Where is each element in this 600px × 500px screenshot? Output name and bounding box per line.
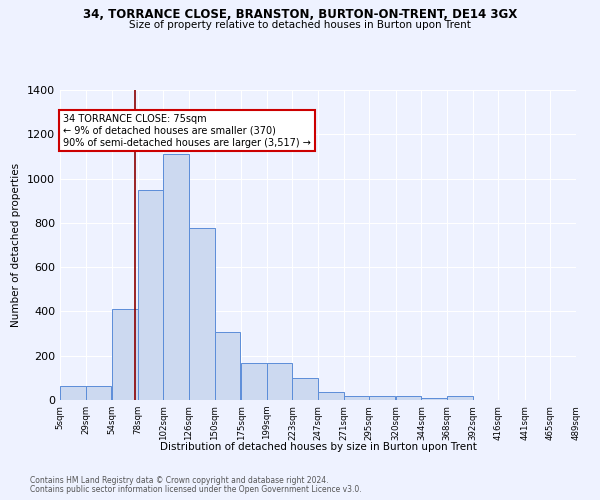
Bar <box>421 398 447 400</box>
Bar <box>60 386 86 400</box>
Bar <box>396 396 421 400</box>
Bar <box>241 363 267 400</box>
Text: Contains public sector information licensed under the Open Government Licence v3: Contains public sector information licen… <box>30 485 362 494</box>
Bar <box>189 228 215 400</box>
Bar <box>369 396 395 400</box>
Bar <box>292 378 318 400</box>
Bar <box>447 396 473 400</box>
Bar <box>344 396 369 400</box>
Text: Size of property relative to detached houses in Burton upon Trent: Size of property relative to detached ho… <box>129 20 471 30</box>
Bar <box>112 309 138 400</box>
Bar <box>215 332 240 400</box>
Bar <box>86 386 111 400</box>
Bar <box>138 190 163 400</box>
Text: 34, TORRANCE CLOSE, BRANSTON, BURTON-ON-TRENT, DE14 3GX: 34, TORRANCE CLOSE, BRANSTON, BURTON-ON-… <box>83 8 517 20</box>
Text: Distribution of detached houses by size in Burton upon Trent: Distribution of detached houses by size … <box>160 442 476 452</box>
Bar <box>267 363 292 400</box>
Text: 34 TORRANCE CLOSE: 75sqm
← 9% of detached houses are smaller (370)
90% of semi-d: 34 TORRANCE CLOSE: 75sqm ← 9% of detache… <box>63 114 311 148</box>
Bar <box>318 392 344 400</box>
Y-axis label: Number of detached properties: Number of detached properties <box>11 163 22 327</box>
Bar <box>163 154 189 400</box>
Text: Contains HM Land Registry data © Crown copyright and database right 2024.: Contains HM Land Registry data © Crown c… <box>30 476 329 485</box>
